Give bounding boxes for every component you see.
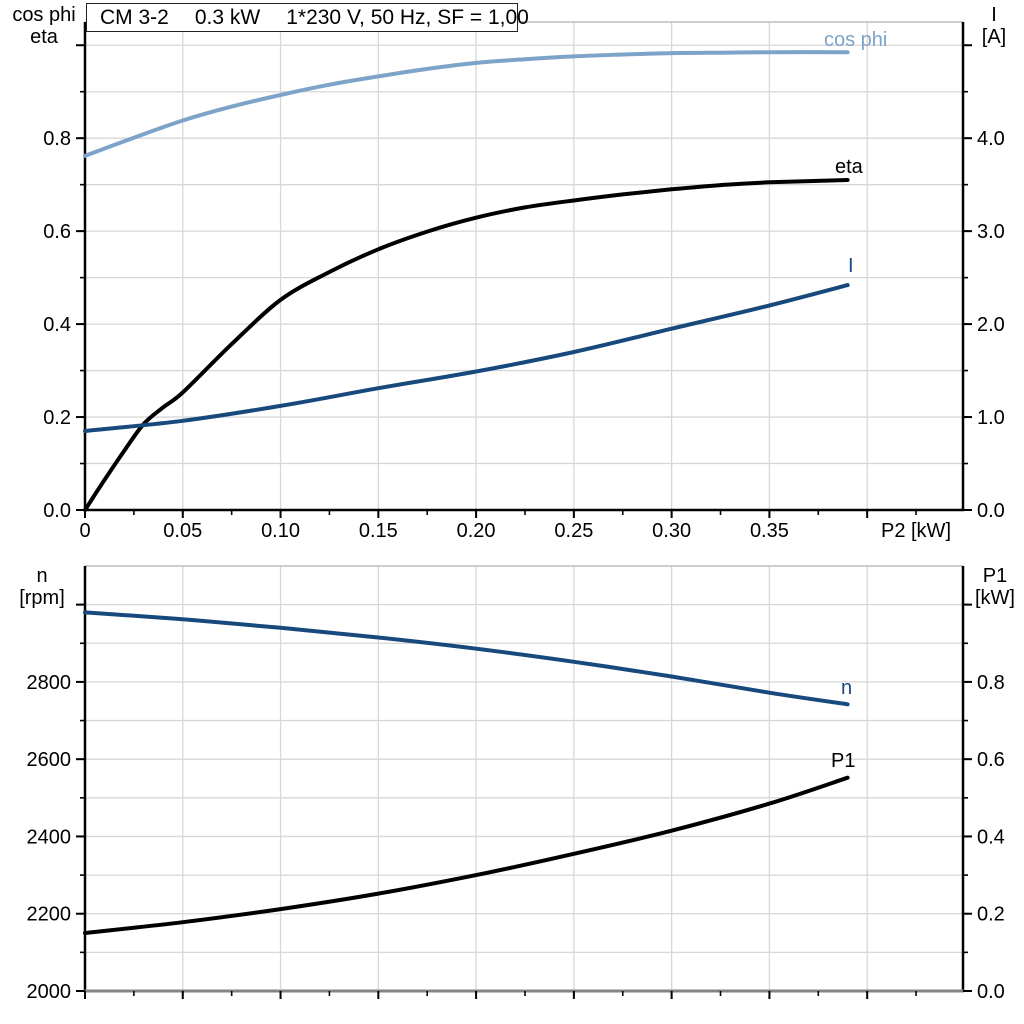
top-right-axis-label: I [A] [966,4,1022,48]
eta-axis-label: eta [30,26,58,48]
curve-label-current: I [848,255,854,277]
curve-label-speed: n [841,677,853,699]
curve-label-cos-phi: cos phi [824,29,888,51]
bottom-right-axis-label: P1 [kW] [966,565,1024,609]
svg-text:0.25: 0.25 [554,520,593,542]
svg-text:0.4: 0.4 [43,314,71,336]
svg-text:2.0: 2.0 [977,314,1005,336]
svg-text:2400: 2400 [27,826,72,848]
curve-label-p1: P1 [831,750,856,772]
svg-text:0.2: 0.2 [977,904,1005,926]
chart-title-box: CM 3-2 0.3 kW 1*230 V, 50 Hz, SF = 1,00 [86,3,529,32]
svg-text:2600: 2600 [27,749,72,771]
cos-phi-axis-label: cos phi [12,4,76,26]
svg-text:0.0: 0.0 [977,981,1005,1003]
bottom-left-axis-label: n [rpm] [4,565,80,609]
p1-axis-label: P1 [982,565,1008,587]
current-axis-label: I [991,4,997,26]
curve-label-eta: eta [835,156,863,178]
svg-text:2000: 2000 [27,981,72,1003]
svg-text:0.8: 0.8 [43,128,71,150]
svg-text:2800: 2800 [27,672,72,694]
svg-text:0.2: 0.2 [43,407,71,429]
svg-text:0.15: 0.15 [359,520,398,542]
svg-text:0.6: 0.6 [43,221,71,243]
svg-text:0.35: 0.35 [750,520,789,542]
current-axis-unit: [A] [981,26,1007,48]
svg-text:0.0: 0.0 [43,500,71,522]
svg-text:4.0: 4.0 [977,128,1005,150]
title-model: CM 3-2 [100,5,169,29]
svg-text:0.30: 0.30 [652,520,691,542]
svg-text:0.20: 0.20 [457,520,496,542]
title-power: 0.3 kW [194,5,261,29]
svg-text:0.4: 0.4 [977,826,1005,848]
svg-text:3.0: 3.0 [977,221,1005,243]
svg-text:2200: 2200 [27,904,72,926]
svg-text:0.05: 0.05 [163,520,202,542]
svg-text:0.6: 0.6 [977,749,1005,771]
speed-axis-label: n [36,565,48,587]
x-axis-label: P2 [kW] [880,520,951,542]
title-supply: 1*230 V, 50 Hz, SF = 1,00 [286,5,529,29]
svg-text:1.0: 1.0 [977,407,1005,429]
svg-text:0: 0 [79,520,90,542]
speed-axis-unit: [rpm] [19,587,65,609]
p1-axis-unit: [kW] [975,587,1015,609]
svg-text:0.8: 0.8 [977,672,1005,694]
top-left-axis-label: cos phi eta [6,4,82,48]
svg-text:0.0: 0.0 [977,500,1005,522]
svg-text:0.10: 0.10 [261,520,300,542]
